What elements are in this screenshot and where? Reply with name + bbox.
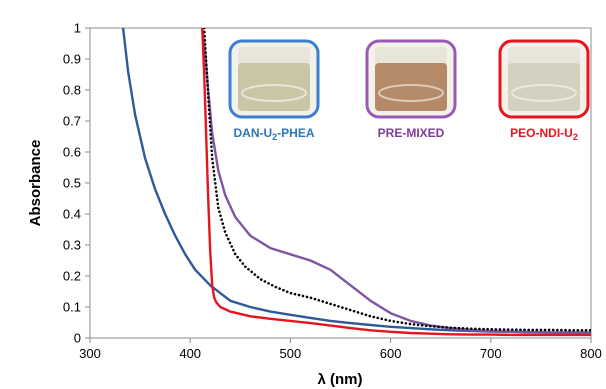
y-tick-label: 0.5 bbox=[63, 176, 81, 191]
vial-label-suffix: -PHEA bbox=[277, 126, 315, 140]
y-tick-label: 0 bbox=[74, 331, 81, 346]
y-tick-label: 1 bbox=[74, 21, 81, 36]
vial-inset-1: DAN-U2-PHEA bbox=[228, 39, 320, 142]
vial-liquid bbox=[508, 63, 580, 111]
vial-liquid bbox=[238, 63, 310, 111]
vial-label-main: PRE-MIXED bbox=[378, 126, 445, 140]
y-tick-label: 0.1 bbox=[63, 300, 81, 315]
y-tick-label: 0.7 bbox=[63, 114, 81, 129]
vial-label-subscript: 2 bbox=[272, 132, 277, 142]
y-tick-label: 0.6 bbox=[63, 145, 81, 160]
y-tick-label: 0.4 bbox=[63, 207, 81, 222]
vial-label: PEO-NDI-U2 bbox=[510, 126, 578, 142]
vial-label: PRE-MIXED bbox=[378, 126, 445, 140]
vial-meniscus bbox=[511, 84, 577, 102]
vial-label-subscript: 2 bbox=[573, 132, 578, 142]
vial-inset-3: PEO-NDI-U2 bbox=[498, 39, 590, 142]
vial-label-main: DAN-U bbox=[233, 126, 272, 140]
axis-ticks: 0 0.1 0.2 0.3 0.4 0.5 0.6 0.7 0.8 0.9 1 300 400 500 60… bbox=[63, 21, 602, 362]
x-tick-label: 300 bbox=[79, 346, 101, 361]
series-lines bbox=[121, 28, 591, 337]
x-tick-label: 800 bbox=[580, 346, 602, 361]
vial-insets: DAN-U2-PHEA PRE-MIXED PEO-NDI-U2 bbox=[228, 39, 590, 142]
x-tick-label: 400 bbox=[179, 346, 201, 361]
x-tick-label: 600 bbox=[380, 346, 402, 361]
series-line-peo-ndi-u2 bbox=[201, 28, 591, 337]
series-line-dotted bbox=[202, 28, 591, 332]
x-tick-label: 700 bbox=[480, 346, 502, 361]
vial-meniscus bbox=[378, 84, 444, 102]
x-axis-title: λ (nm) bbox=[318, 371, 363, 388]
vial-label: DAN-U2-PHEA bbox=[233, 126, 314, 142]
y-tick-label: 0.8 bbox=[63, 83, 81, 98]
y-tick-label: 0.9 bbox=[63, 52, 81, 67]
vial-inset-2: PRE-MIXED bbox=[365, 39, 457, 140]
y-tick-label: 0.2 bbox=[63, 269, 81, 284]
y-axis-title: Absorbance bbox=[27, 140, 44, 227]
y-tick-label: 0.3 bbox=[63, 238, 81, 253]
vial-meniscus bbox=[241, 84, 307, 102]
series-line-pre-mixed bbox=[201, 28, 591, 335]
vial-label-main: PEO-NDI-U bbox=[510, 126, 573, 140]
x-tick-label: 500 bbox=[280, 346, 302, 361]
vial-liquid bbox=[375, 63, 447, 111]
